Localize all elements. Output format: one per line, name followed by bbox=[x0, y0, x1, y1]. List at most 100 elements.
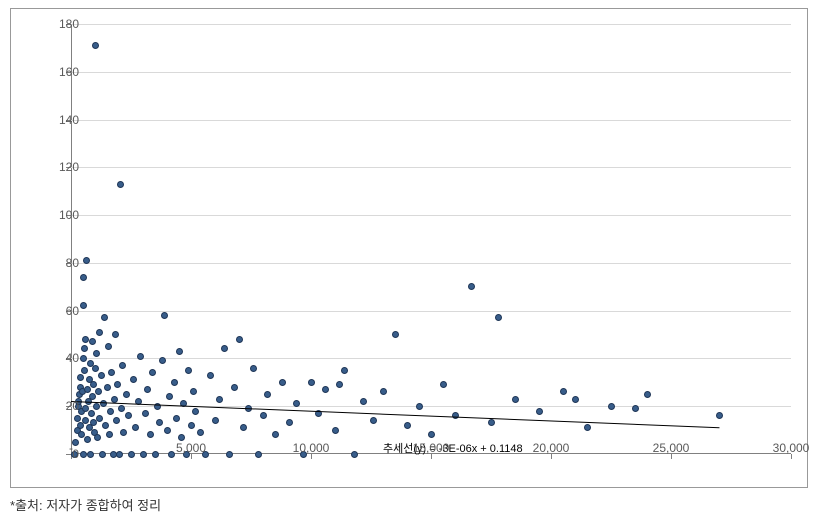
data-point bbox=[336, 381, 343, 388]
data-point bbox=[360, 398, 367, 405]
data-point bbox=[137, 353, 144, 360]
data-point bbox=[176, 348, 183, 355]
y-tick-label: 40 bbox=[39, 351, 79, 365]
data-point bbox=[468, 283, 475, 290]
data-point bbox=[608, 403, 615, 410]
data-point bbox=[272, 431, 279, 438]
data-point bbox=[96, 415, 103, 422]
data-point bbox=[161, 312, 168, 319]
data-point bbox=[632, 405, 639, 412]
data-point bbox=[255, 451, 262, 458]
data-point bbox=[171, 379, 178, 386]
data-point bbox=[308, 379, 315, 386]
x-tick-label: - bbox=[69, 441, 73, 455]
plot-area: 추세선(y) = -3E-06x + 0.1148 bbox=[71, 24, 791, 454]
data-point bbox=[112, 331, 119, 338]
data-point bbox=[147, 431, 154, 438]
data-point bbox=[185, 367, 192, 374]
x-tick-label: 25,000 bbox=[653, 441, 690, 455]
data-point bbox=[149, 369, 156, 376]
data-point bbox=[236, 336, 243, 343]
data-point bbox=[168, 451, 175, 458]
data-point bbox=[93, 350, 100, 357]
data-point bbox=[106, 431, 113, 438]
data-point bbox=[159, 357, 166, 364]
data-point bbox=[644, 391, 651, 398]
data-point bbox=[428, 431, 435, 438]
data-point bbox=[96, 329, 103, 336]
data-point bbox=[125, 412, 132, 419]
x-tick-label: 15,000 bbox=[413, 441, 450, 455]
data-point bbox=[140, 451, 147, 458]
data-point bbox=[166, 393, 173, 400]
data-point bbox=[95, 388, 102, 395]
data-point bbox=[77, 374, 84, 381]
data-point bbox=[88, 410, 95, 417]
data-point bbox=[93, 403, 100, 410]
data-point bbox=[130, 376, 137, 383]
data-point bbox=[351, 451, 358, 458]
data-point bbox=[341, 367, 348, 374]
data-point bbox=[118, 405, 125, 412]
data-point bbox=[84, 436, 91, 443]
data-point bbox=[101, 314, 108, 321]
x-tick-label: 10,000 bbox=[293, 441, 330, 455]
data-point bbox=[207, 372, 214, 379]
data-point bbox=[144, 386, 151, 393]
data-point bbox=[74, 415, 81, 422]
data-point bbox=[572, 396, 579, 403]
data-point bbox=[99, 451, 106, 458]
data-point bbox=[212, 417, 219, 424]
data-point bbox=[164, 427, 171, 434]
data-point bbox=[116, 451, 123, 458]
y-tick-label: 60 bbox=[39, 304, 79, 318]
data-point bbox=[190, 388, 197, 395]
data-point bbox=[495, 314, 502, 321]
data-point bbox=[440, 381, 447, 388]
data-point bbox=[98, 372, 105, 379]
data-point bbox=[231, 384, 238, 391]
data-point bbox=[105, 343, 112, 350]
data-point bbox=[392, 331, 399, 338]
y-tick-label: 140 bbox=[39, 113, 79, 127]
data-point bbox=[104, 384, 111, 391]
x-tick-label: 30,000 bbox=[773, 441, 810, 455]
data-point bbox=[192, 408, 199, 415]
data-point bbox=[536, 408, 543, 415]
data-point bbox=[156, 419, 163, 426]
data-point bbox=[94, 434, 101, 441]
data-point bbox=[404, 422, 411, 429]
data-point bbox=[221, 345, 228, 352]
data-point bbox=[260, 412, 267, 419]
data-point bbox=[123, 391, 130, 398]
data-point bbox=[84, 386, 91, 393]
data-point bbox=[560, 388, 567, 395]
data-point bbox=[332, 427, 339, 434]
y-tick-label: 160 bbox=[39, 65, 79, 79]
data-point bbox=[119, 362, 126, 369]
data-point bbox=[89, 338, 96, 345]
data-point bbox=[584, 424, 591, 431]
y-axis bbox=[71, 24, 72, 454]
data-point bbox=[113, 417, 120, 424]
y-tick-label: 0 bbox=[39, 447, 79, 461]
data-point bbox=[82, 417, 89, 424]
data-point bbox=[80, 302, 87, 309]
data-point bbox=[80, 355, 87, 362]
data-point bbox=[178, 434, 185, 441]
data-point bbox=[250, 365, 257, 372]
y-tick-label: 120 bbox=[39, 160, 79, 174]
data-point bbox=[92, 42, 99, 49]
data-point bbox=[117, 181, 124, 188]
data-point bbox=[89, 393, 96, 400]
data-point bbox=[114, 381, 121, 388]
y-tick-label: 100 bbox=[39, 208, 79, 222]
data-point bbox=[286, 419, 293, 426]
data-point bbox=[226, 451, 233, 458]
chart-container: 추세선(y) = -3E-06x + 0.1148 02040608010012… bbox=[10, 8, 808, 488]
data-point bbox=[132, 424, 139, 431]
data-point bbox=[716, 412, 723, 419]
data-point bbox=[82, 336, 89, 343]
data-point bbox=[322, 386, 329, 393]
data-point bbox=[81, 367, 88, 374]
